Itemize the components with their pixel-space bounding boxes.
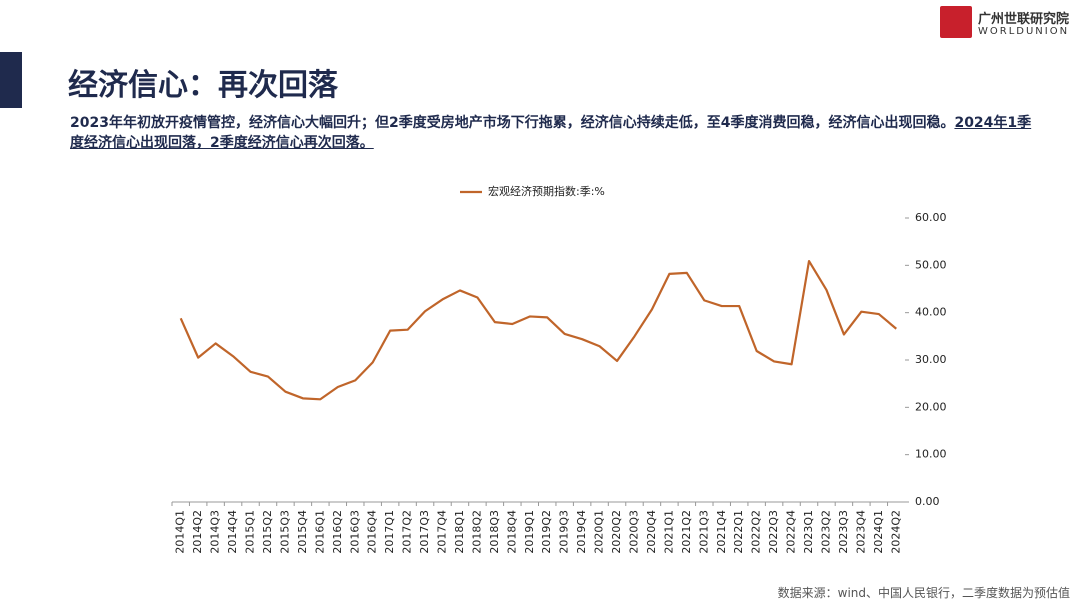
x-tick-label: 2018Q2 (470, 510, 483, 554)
x-tick-label: 2021Q1 (662, 510, 675, 554)
slide-title: 经济信心：再次回落 (68, 68, 338, 103)
x-tick-label: 2020Q1 (593, 510, 606, 554)
x-tick-label: 2016Q3 (348, 510, 361, 554)
x-tick-label: 2020Q4 (645, 510, 658, 554)
line-series (179, 259, 897, 401)
x-tick-label: 2017Q4 (436, 510, 449, 554)
x-tick-label: 2014Q2 (191, 510, 204, 554)
x-tick-label: 2015Q3 (278, 510, 291, 554)
x-tick-label: 2017Q2 (401, 510, 414, 554)
x-tick-label: 2020Q3 (627, 510, 640, 554)
x-tick-label: 2015Q4 (296, 510, 309, 554)
y-tick-label: 30.00 (915, 353, 947, 366)
x-tick-label: 2022Q4 (785, 510, 798, 554)
x-tick-label: 2023Q2 (819, 510, 832, 554)
x-tick-label: 2016Q4 (366, 510, 379, 554)
x-tick-label: 2017Q1 (383, 510, 396, 554)
x-tick-label: 2019Q4 (575, 510, 588, 554)
x-tick-label: 2024Q2 (889, 510, 902, 554)
y-tick-label: 60.00 (915, 211, 947, 224)
x-tick-label: 2024Q1 (872, 510, 885, 554)
source-note: 数据来源：wind、中国人民银行，二季度数据为预估值 (777, 586, 1070, 600)
x-tick-label: 2021Q4 (715, 510, 728, 554)
x-tick-label: 2019Q2 (540, 510, 553, 554)
x-tick-label: 2020Q2 (610, 510, 623, 554)
subtitle-highlight: 2024年1季度经济信心出现回落，2季度经济信心再次回落。 (70, 115, 1032, 151)
logo: 广州世联研究院 WORLDUNION (940, 6, 1072, 40)
x-tick-label: 2014Q1 (174, 510, 187, 554)
x-tick-label: 2023Q3 (837, 510, 850, 554)
y-tick-label: 40.00 (915, 306, 947, 319)
y-tick-label: 50.00 (915, 258, 947, 271)
x-tick-label: 2014Q4 (226, 510, 239, 554)
x-tick-label: 2015Q2 (261, 510, 274, 554)
x-tick-label: 2023Q4 (854, 510, 867, 554)
accent-bar (0, 52, 22, 108)
logo-icon (940, 6, 972, 38)
x-tick-label: 2021Q2 (680, 510, 693, 554)
logo-name: 广州世联研究院 (978, 12, 1070, 27)
x-tick-label: 2022Q3 (767, 510, 780, 554)
x-tick-label: 2019Q3 (558, 510, 571, 554)
x-tick-label: 2015Q1 (244, 510, 257, 554)
x-tick-label: 2016Q1 (313, 510, 326, 554)
subtitle: 2023年年初放开疫情管控，经济信心大幅回升；但2季度受房地产市场下行拖累，经济… (70, 113, 1045, 153)
y-tick-label: 10.00 (915, 448, 947, 461)
y-tick-label: 20.00 (915, 400, 947, 413)
logo-brand: WORLDUNION (978, 26, 1070, 37)
x-tick-label: 2022Q2 (750, 510, 763, 554)
x-tick-label: 2018Q1 (453, 510, 466, 554)
x-tick-label: 2014Q3 (209, 510, 222, 554)
subtitle-text: 2023年年初放开疫情管控，经济信心大幅回升；但2季度受房地产市场下行拖累，经济… (70, 115, 955, 131)
x-tick-label: 2019Q1 (523, 510, 536, 554)
x-tick-label: 2023Q1 (802, 510, 815, 554)
x-tick-label: 2018Q4 (505, 510, 518, 554)
x-tick-label: 2016Q2 (331, 510, 344, 554)
x-tick-label: 2018Q3 (488, 510, 501, 554)
y-tick-label: 0.00 (915, 495, 940, 508)
x-tick-label: 2021Q3 (697, 510, 710, 554)
legend-label: 宏观经济预期指数:季:% (488, 184, 605, 198)
x-tick-label: 2022Q1 (732, 510, 745, 554)
x-tick-label: 2017Q3 (418, 510, 431, 554)
